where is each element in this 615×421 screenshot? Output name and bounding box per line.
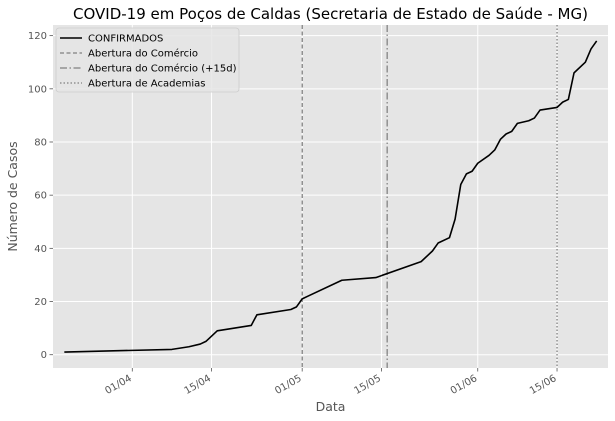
y-tick-label: 40 (34, 244, 47, 255)
y-tick-label: 60 (34, 191, 47, 202)
y-tick-label: 100 (28, 84, 47, 95)
series-line-confirmados (64, 40, 598, 353)
event-lines (301, 25, 558, 368)
y-tick-label: 120 (28, 31, 47, 42)
chart-title: COVID-19 em Poços de Caldas (Secretaria … (73, 5, 588, 23)
series-layer (64, 40, 598, 353)
legend-label: Abertura do Comércio (+15d) (88, 63, 237, 75)
y-axis: 0 20 40 60 80 100 120 (28, 31, 53, 361)
legend-box (55, 27, 240, 93)
legend-label: Abertura de Academias (88, 79, 205, 90)
y-tick-label: 20 (34, 297, 47, 308)
y-tick-label: 0 (41, 350, 47, 361)
legend-label: CONFIRMADOS (88, 34, 163, 45)
y-tick-label: 80 (34, 137, 47, 148)
legend-label: Abertura do Comércio (88, 48, 198, 60)
x-axis-label: Data (316, 399, 346, 414)
legend: CONFIRMADOS Abertura do Comércio Abertura … (55, 27, 240, 93)
y-axis-label: Número de Casos (5, 141, 20, 251)
